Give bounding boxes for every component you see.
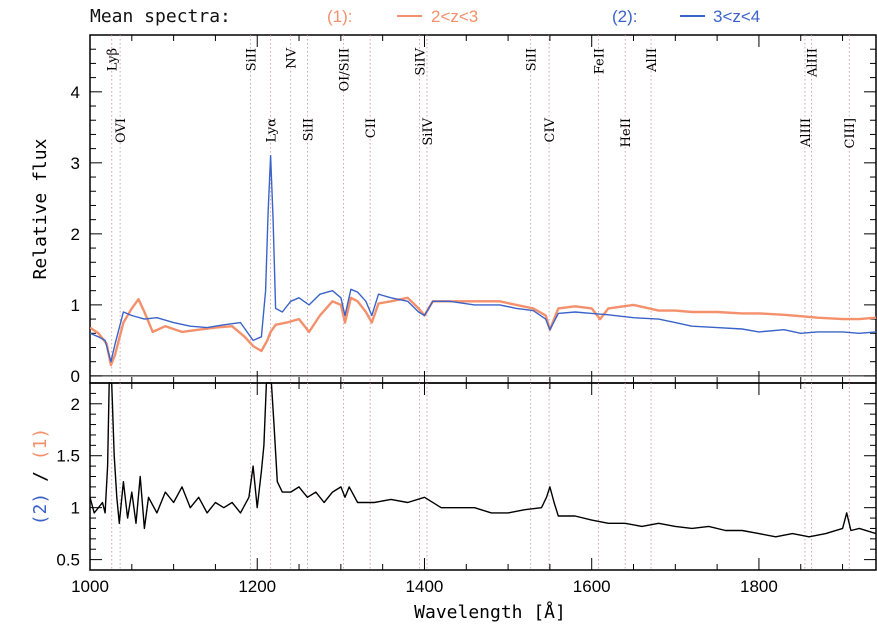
panel-2: 0.5 1 1.5 2 (2) / (1) <box>30 382 877 571</box>
x-tick-label: 1600 <box>573 577 611 596</box>
spectral-line-label: OVI <box>114 118 129 143</box>
panel-1: 0 1 2 3 4 Relative flux <box>30 34 877 386</box>
y-tick-label: 1 <box>71 296 80 315</box>
series-line-2 <box>90 155 876 363</box>
y-tick-label: 2 <box>71 395 80 414</box>
spectral-line-label: AlIII <box>799 118 814 148</box>
y-axis-label-part: (2) <box>30 493 51 526</box>
spectral-line-label: HeII <box>619 118 634 147</box>
spectral-line-label: SiII <box>301 118 316 141</box>
spectral-line-label: SiIV <box>413 47 428 75</box>
series-line-1 <box>90 296 876 367</box>
spectral-line-label: SiII <box>245 48 260 71</box>
legend-header: Mean spectra: (1): 2<z<3 (2): 3<z<4 <box>90 6 760 27</box>
spectral-line-label: Lyα <box>265 118 280 143</box>
plot-area: 0 1 2 3 4 Relative flux 0.5 1 1.5 2 (2) / (1) OVI Ly… <box>30 34 877 623</box>
x-tick-label: 1200 <box>238 577 276 596</box>
y-tick-label: 4 <box>71 83 80 102</box>
spectral-line-label: FeII <box>592 48 607 74</box>
spectral-line-label: SiII <box>525 48 540 71</box>
spectral-line-label: NV <box>285 47 300 68</box>
y-tick-label: 0.5 <box>56 551 80 570</box>
y-axis-label: (2) / (1) <box>30 428 51 526</box>
spectral-line-label: SiIV <box>421 117 436 145</box>
legend-tag-1: (1): <box>327 7 353 26</box>
y-axis-label-part: / <box>30 471 51 493</box>
spectral-line-label: CII <box>364 118 379 138</box>
spectral-line-label: AlIII <box>806 48 821 78</box>
chart-title: Mean spectra: <box>90 6 231 27</box>
spectral-line-label: CIII] <box>843 118 858 148</box>
legend-range-2: 3<z<4 <box>713 7 760 26</box>
spectral-line-label: OI/SiII <box>337 48 352 92</box>
spectral-line-label: AlII <box>645 48 660 73</box>
x-tick-label: 1000 <box>71 577 109 596</box>
x-tick-label: 1800 <box>740 577 778 596</box>
x-tick-label: 1400 <box>406 577 444 596</box>
y-tick-label: 1 <box>71 499 80 518</box>
panel-frame <box>89 382 877 571</box>
legend-tag-2: (2): <box>612 7 638 26</box>
y-axis-label-part: (1) <box>30 428 51 471</box>
spectral-line-label: Lyβ <box>106 48 121 71</box>
y-tick-label: 1.5 <box>56 447 80 466</box>
y-tick-label: 2 <box>71 225 80 244</box>
panel-frame <box>89 34 877 384</box>
spectral-line-label: CIV <box>543 117 558 142</box>
y-tick-label: 3 <box>71 154 80 173</box>
y-axis-label: Relative flux <box>30 138 51 279</box>
y-tick-label: 0 <box>71 367 80 386</box>
legend-range-1: 2<z<3 <box>431 7 478 26</box>
series-line-2-1 <box>90 382 876 538</box>
x-axis-label: Wavelength [Å] <box>414 601 566 623</box>
